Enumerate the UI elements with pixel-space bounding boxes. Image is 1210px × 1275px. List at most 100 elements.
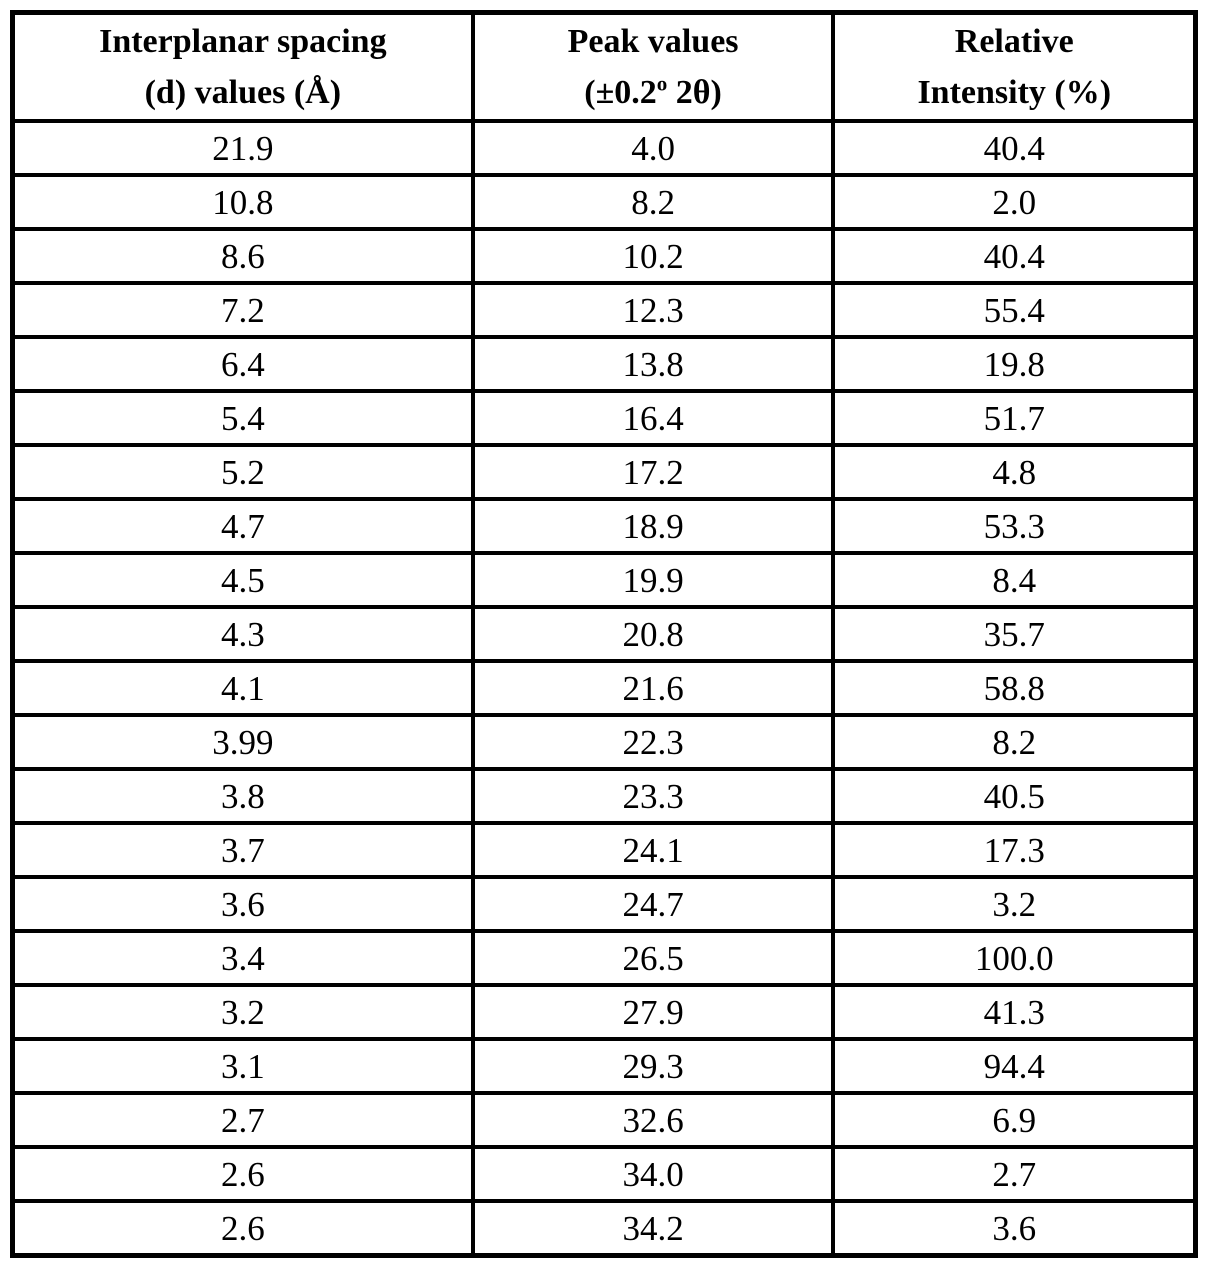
table-cell: 17.2	[470, 443, 836, 501]
table-cell: 8.6	[10, 227, 475, 285]
table-row: 5.2 17.2 4.8	[10, 443, 1198, 501]
table-cell: 4.5	[10, 551, 475, 609]
table-cell: 34.2	[470, 1199, 836, 1258]
table-cell: 58.8	[831, 659, 1198, 717]
table-cell: 27.9	[470, 983, 836, 1041]
table-cell: 10.2	[470, 227, 836, 285]
table-cell: 19.8	[831, 335, 1198, 393]
header-line: Peak values	[567, 23, 739, 60]
table-cell: 2.7	[831, 1145, 1198, 1203]
table-cell: 18.9	[470, 497, 836, 555]
table-row: 3.8 23.3 40.5	[10, 767, 1198, 825]
table-cell: 24.7	[470, 875, 836, 933]
table-cell: 12.3	[470, 281, 836, 339]
table-header: Interplanar spacing (d) values (Å) Peak …	[10, 10, 1198, 123]
table-cell: 2.6	[10, 1199, 475, 1258]
table-cell: 3.2	[10, 983, 475, 1041]
table-cell: 3.1	[10, 1037, 475, 1095]
table-cell: 17.3	[831, 821, 1198, 879]
table-cell: 35.7	[831, 605, 1198, 663]
table-cell: 13.8	[470, 335, 836, 393]
table-cell: 51.7	[831, 389, 1198, 447]
table-cell: 94.4	[831, 1037, 1198, 1095]
column-header-interplanar-spacing: Interplanar spacing (d) values (Å)	[10, 10, 475, 123]
table-cell: 8.4	[831, 551, 1198, 609]
degree-superscript: o	[656, 71, 668, 96]
table-cell: 2.6	[10, 1145, 475, 1203]
table-row: 4.7 18.9 53.3	[10, 497, 1198, 555]
table-cell: 100.0	[831, 929, 1198, 987]
table-cell: 3.6	[831, 1199, 1198, 1258]
table-cell: 5.2	[10, 443, 475, 501]
table-cell: 34.0	[470, 1145, 836, 1203]
table-row: 4.1 21.6 58.8	[10, 659, 1198, 717]
table-cell: 6.9	[831, 1091, 1198, 1149]
table-cell: 3.4	[10, 929, 475, 987]
table-cell: 26.5	[470, 929, 836, 987]
table-cell: 21.6	[470, 659, 836, 717]
table-cell: 4.1	[10, 659, 475, 717]
table-cell: 29.3	[470, 1037, 836, 1095]
column-header-peak-values: Peak values (±0.2o 2θ)	[470, 10, 836, 123]
table-cell: 3.6	[10, 875, 475, 933]
table-cell: 19.9	[470, 551, 836, 609]
header-line-part: (±0.2	[584, 74, 657, 111]
table-cell: 40.4	[831, 227, 1198, 285]
table-row: 2.6 34.0 2.7	[10, 1145, 1198, 1203]
table-cell: 41.3	[831, 983, 1198, 1041]
table-row: 3.2 27.9 41.3	[10, 983, 1198, 1041]
header-line: Interplanar spacing	[99, 23, 387, 60]
table-cell: 32.6	[470, 1091, 836, 1149]
table-cell: 3.7	[10, 821, 475, 879]
table-cell: 3.99	[10, 713, 475, 771]
table-cell: 4.8	[831, 443, 1198, 501]
table-row: 3.1 29.3 94.4	[10, 1037, 1198, 1095]
table-cell: 7.2	[10, 281, 475, 339]
table-cell: 20.8	[470, 605, 836, 663]
table-cell: 2.7	[10, 1091, 475, 1149]
table-cell: 40.4	[831, 119, 1198, 177]
table-row: 3.7 24.1 17.3	[10, 821, 1198, 879]
column-header-relative-intensity: Relative Intensity (%)	[831, 10, 1198, 123]
table-cell: 8.2	[470, 173, 836, 231]
table-row: 3.4 26.5 100.0	[10, 929, 1198, 987]
table-cell: 6.4	[10, 335, 475, 393]
xrd-table-container: Interplanar spacing (d) values (Å) Peak …	[10, 10, 1198, 1258]
table-row: 4.5 19.9 8.4	[10, 551, 1198, 609]
table-cell: 5.4	[10, 389, 475, 447]
table-cell: 4.7	[10, 497, 475, 555]
table-row: 10.8 8.2 2.0	[10, 173, 1198, 231]
table-row: 4.3 20.8 35.7	[10, 605, 1198, 663]
table-cell: 40.5	[831, 767, 1198, 825]
table-cell: 3.2	[831, 875, 1198, 933]
table-cell: 22.3	[470, 713, 836, 771]
header-line: (±0.2o 2θ)	[477, 67, 830, 117]
header-line: (d) values (Å)	[144, 74, 342, 111]
table-cell: 4.3	[10, 605, 475, 663]
table-cell: 53.3	[831, 497, 1198, 555]
table-cell: 24.1	[470, 821, 836, 879]
table-cell: 55.4	[831, 281, 1198, 339]
header-row: Interplanar spacing (d) values (Å) Peak …	[10, 10, 1198, 123]
table-cell: 16.4	[470, 389, 836, 447]
header-line-part: 2θ)	[667, 74, 722, 111]
xrd-peak-table: Interplanar spacing (d) values (Å) Peak …	[10, 10, 1198, 1258]
table-cell: 8.2	[831, 713, 1198, 771]
table-cell: 4.0	[470, 119, 836, 177]
table-cell: 2.0	[831, 173, 1198, 231]
table-row: 7.2 12.3 55.4	[10, 281, 1198, 339]
table-row: 3.99 22.3 8.2	[10, 713, 1198, 771]
table-row: 3.6 24.7 3.2	[10, 875, 1198, 933]
table-body: 21.9 4.0 40.4 10.8 8.2 2.0 8.6 10.2 40.4 7.2 12.3 5…	[10, 119, 1198, 1258]
table-row: 5.4 16.4 51.7	[10, 389, 1198, 447]
table-cell: 3.8	[10, 767, 475, 825]
header-line: Relative	[954, 23, 1074, 60]
table-row: 6.4 13.8 19.8	[10, 335, 1198, 393]
table-row: 21.9 4.0 40.4	[10, 119, 1198, 177]
table-row: 2.6 34.2 3.6	[10, 1199, 1198, 1258]
header-line: Intensity (%)	[917, 74, 1112, 111]
table-row: 8.6 10.2 40.4	[10, 227, 1198, 285]
table-cell: 10.8	[10, 173, 475, 231]
table-row: 2.7 32.6 6.9	[10, 1091, 1198, 1149]
table-cell: 23.3	[470, 767, 836, 825]
